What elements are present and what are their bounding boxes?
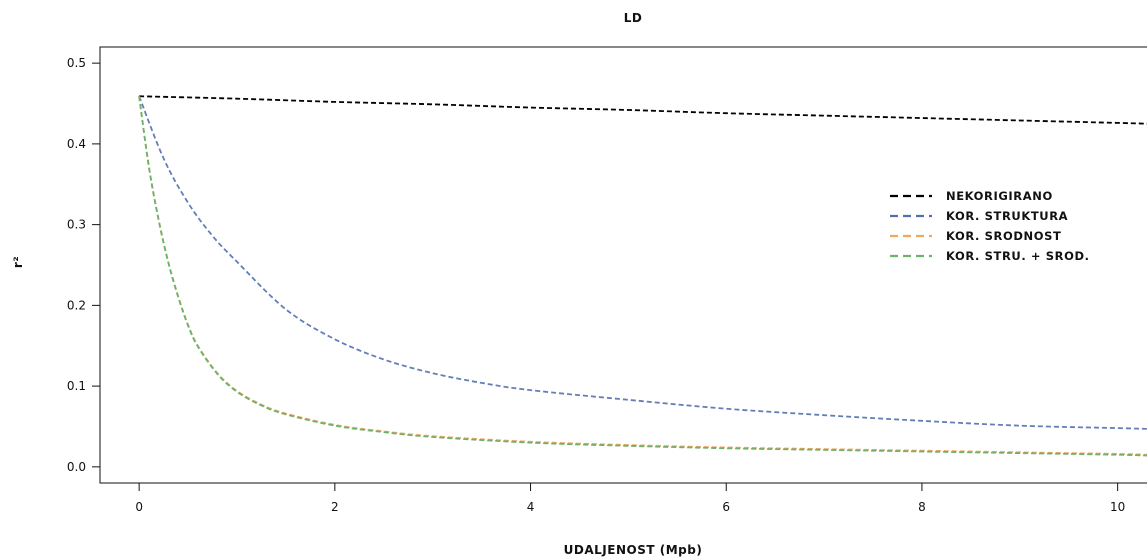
x-tick-label: 10 xyxy=(1110,500,1125,514)
y-tick-label: 0.2 xyxy=(67,298,86,312)
plot-frame xyxy=(99,46,1147,484)
series-line-kor-struktura xyxy=(138,95,1147,430)
x-axis-label: UDALJENOST (Mpb) xyxy=(564,543,703,557)
y-tick-label: 0.4 xyxy=(67,137,86,151)
plot-area: 0.0 0.1 0.2 0.3 0.4 0.5 0 2 4 6 8 10 xyxy=(67,46,1147,514)
x-tick-label: 6 xyxy=(722,500,730,514)
x-tick-label: 0 xyxy=(135,500,143,514)
legend: NEKORIGIRANO KOR. STRUKTURA KOR. SRODNOST K… xyxy=(890,189,1090,263)
y-tick-label: 0.3 xyxy=(67,218,86,232)
y-tick-label: 0.0 xyxy=(67,460,86,474)
x-tick-label: 8 xyxy=(918,500,926,514)
chart-title: LD xyxy=(624,11,643,25)
legend-label-kor-srodnost: KOR. SRODNOST xyxy=(946,229,1061,243)
y-tick-label: 0.5 xyxy=(67,56,86,70)
x-tick-label: 4 xyxy=(527,500,535,514)
x-tick-label: 2 xyxy=(331,500,339,514)
legend-label-kor-stru-srod: KOR. STRU. + SROD. xyxy=(946,249,1090,263)
legend-label-nekorigirano: NEKORIGIRANO xyxy=(946,189,1053,203)
y-axis-label: r² xyxy=(11,256,25,268)
series-line-nekorigirano xyxy=(139,95,1147,125)
y-tick-label: 0.1 xyxy=(67,379,86,393)
series-line-kor-stru-srod xyxy=(138,96,1147,457)
legend-label-kor-struktura: KOR. STRUKTURA xyxy=(946,209,1068,223)
